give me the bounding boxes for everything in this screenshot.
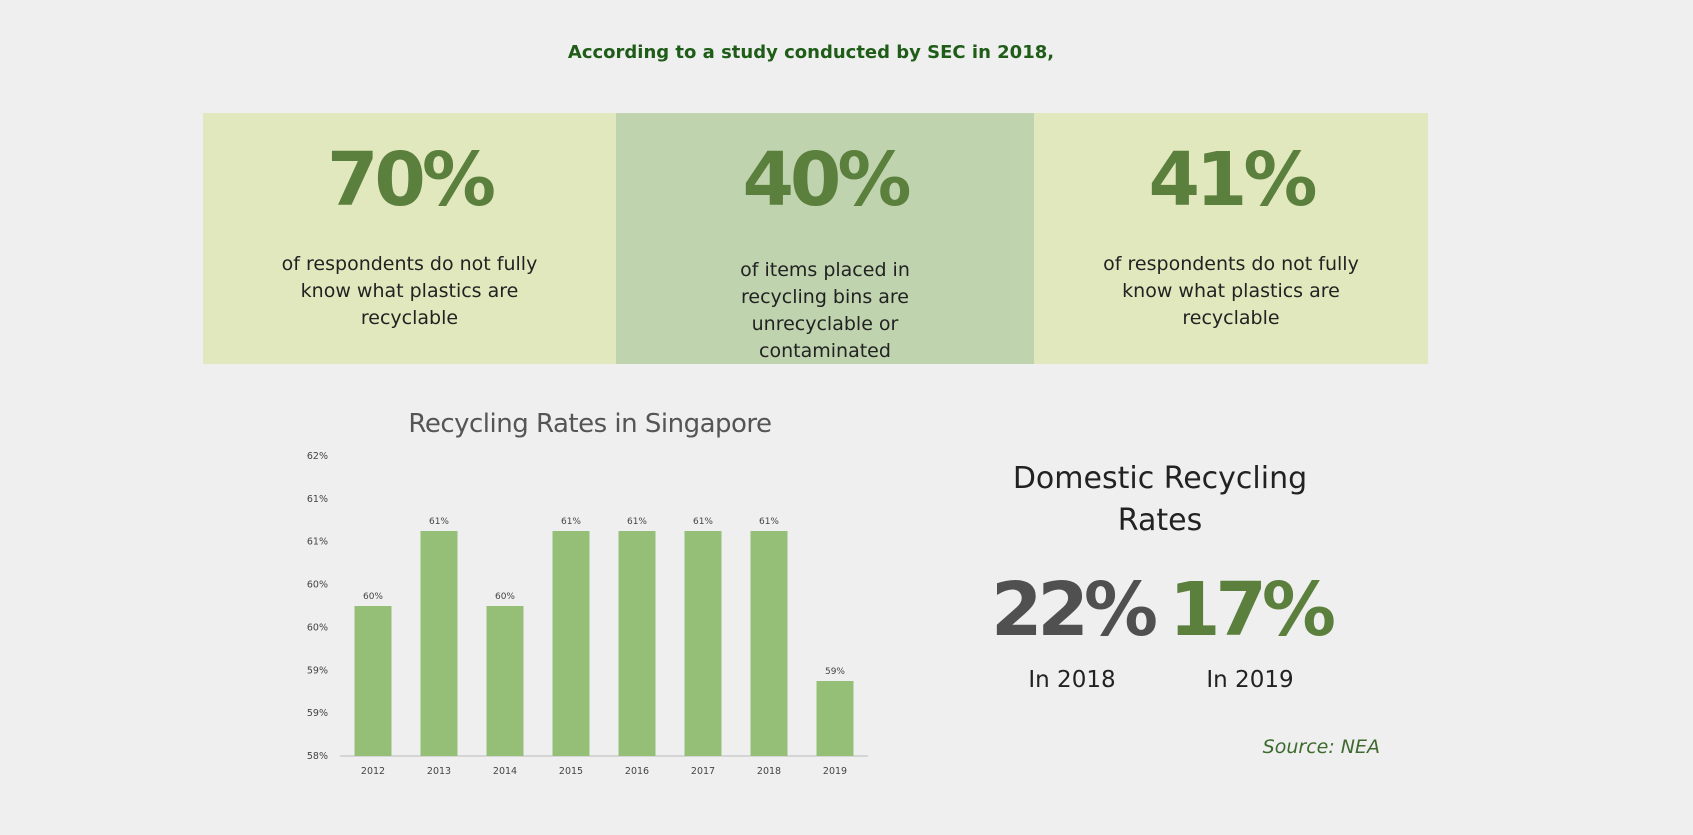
y-tick-label: 62% (307, 451, 328, 462)
rate-2019: 17% (1168, 567, 1336, 653)
data-label: 61% (759, 517, 779, 527)
x-tick-label: 2015 (559, 766, 583, 777)
stat-card-1: 70% of respondents do not fully know wha… (203, 113, 616, 364)
y-tick-label: 61% (307, 494, 328, 505)
bar-2013 (420, 531, 458, 756)
x-tick-label: 2017 (691, 766, 715, 777)
stat-description: of items placed in recycling bins are un… (740, 259, 910, 362)
data-label: 60% (495, 592, 515, 602)
data-label: 61% (627, 517, 647, 527)
stat-card-3: 41% of respondents do not fully know wha… (1034, 113, 1428, 364)
data-label: 61% (429, 517, 449, 527)
y-tick-label: 60% (307, 622, 328, 633)
year-2018-label: In 2018 (1028, 667, 1116, 693)
x-tick-label: 2019 (823, 766, 847, 777)
x-tick-label: 2012 (361, 766, 385, 777)
stat-card-2: 40% of items placed in recycling bins ar… (616, 113, 1034, 364)
y-tick-label: 60% (307, 580, 328, 591)
stat-description: of respondents do not fully know what pl… (281, 253, 538, 329)
stat-value: 41% (1148, 137, 1317, 223)
y-tick-label: 58% (307, 751, 328, 762)
bar-2012 (354, 606, 392, 756)
intro-heading: According to a study conducted by SEC in… (567, 42, 1055, 63)
bar-2017 (684, 531, 722, 756)
stat-description: of respondents do not fully know what pl… (1103, 253, 1359, 329)
data-label: 59% (825, 667, 845, 677)
stat-value: 70% (326, 137, 496, 223)
x-tick-label: 2013 (427, 766, 451, 777)
x-tick-label: 2014 (493, 766, 517, 777)
x-tick-label: 2016 (625, 766, 649, 777)
y-tick-label: 59% (307, 665, 328, 676)
bar-2016 (618, 531, 656, 756)
y-tick-label: 59% (307, 708, 328, 719)
bar-2015 (552, 531, 590, 756)
recycling-rates-chart: 58% 59% 59% 60% 60% 61% 61% 62% 60% 2012 61% 2013 60… (307, 451, 868, 777)
bar-2018 (750, 531, 788, 756)
domestic-rates-title: Domestic Recycling Rates (1012, 461, 1308, 538)
y-tick-label: 61% (307, 537, 328, 548)
year-2019-label: In 2019 (1206, 667, 1294, 693)
data-label: 60% (363, 592, 383, 602)
chart-title: Recycling Rates in Singapore (408, 409, 772, 439)
data-label: 61% (693, 517, 713, 527)
source-note: Source: NEA (1262, 736, 1380, 758)
bar-2014 (486, 606, 524, 756)
stat-value: 40% (742, 137, 911, 223)
bar-2019 (816, 681, 854, 756)
data-label: 61% (561, 517, 581, 527)
x-tick-label: 2018 (757, 766, 781, 777)
rate-2018: 22% (990, 567, 1158, 653)
